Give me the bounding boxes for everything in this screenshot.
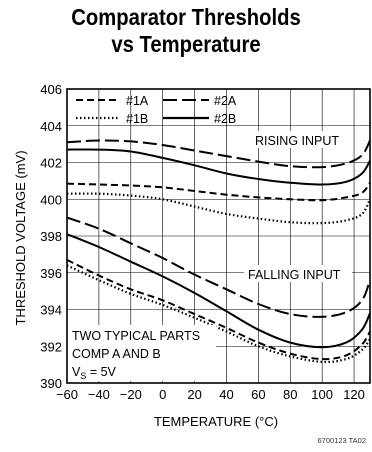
note-line-2: COMP A AND B [72,347,161,361]
note-line-1: TWO TYPICAL PARTS [72,329,200,343]
y-tick-label: 390 [40,376,62,391]
y-tick-label: 402 [40,156,62,171]
y-tick-label: 404 [40,119,62,134]
rising-input-label: RISING INPUT [255,134,339,148]
y-tick-label: 406 [40,82,62,97]
y-tick-label: 398 [40,229,62,244]
x-tick-label: 0 [159,387,166,402]
series-line-rising-1b [67,194,370,224]
x-tick-label: −20 [120,387,142,402]
falling-input-label: FALLING INPUT [248,268,341,282]
y-tick-label: 392 [40,339,62,354]
x-tick-label: −40 [88,387,110,402]
legend-label-2a: #2A [214,94,237,108]
y-tick-label: 394 [40,303,62,318]
y-tick-label: 400 [40,192,62,207]
legend-label-2b: #2B [214,112,236,126]
figure-id: 6700123 TA02 [317,436,366,445]
y-tick-label: 396 [40,266,62,281]
x-axis-label: TEMPERATURE (°C) [154,414,278,429]
x-tick-label: 80 [283,387,297,402]
x-tick-label: 20 [187,387,201,402]
note-vs-rest: = 5V [86,365,116,379]
x-tick-label: 120 [343,387,365,402]
x-tick-label: 60 [251,387,265,402]
legend-label-1a: #1A [126,94,149,108]
note-line-3: VS = 5V [72,365,117,381]
legend: #1A #2A #1B #2B [76,94,237,126]
x-tick-label: 40 [219,387,233,402]
x-tick-label: 100 [311,387,333,402]
y-axis-label: THRESHOLD VOLTAGE (mV) [13,150,28,325]
legend-label-1b: #1B [126,112,148,126]
